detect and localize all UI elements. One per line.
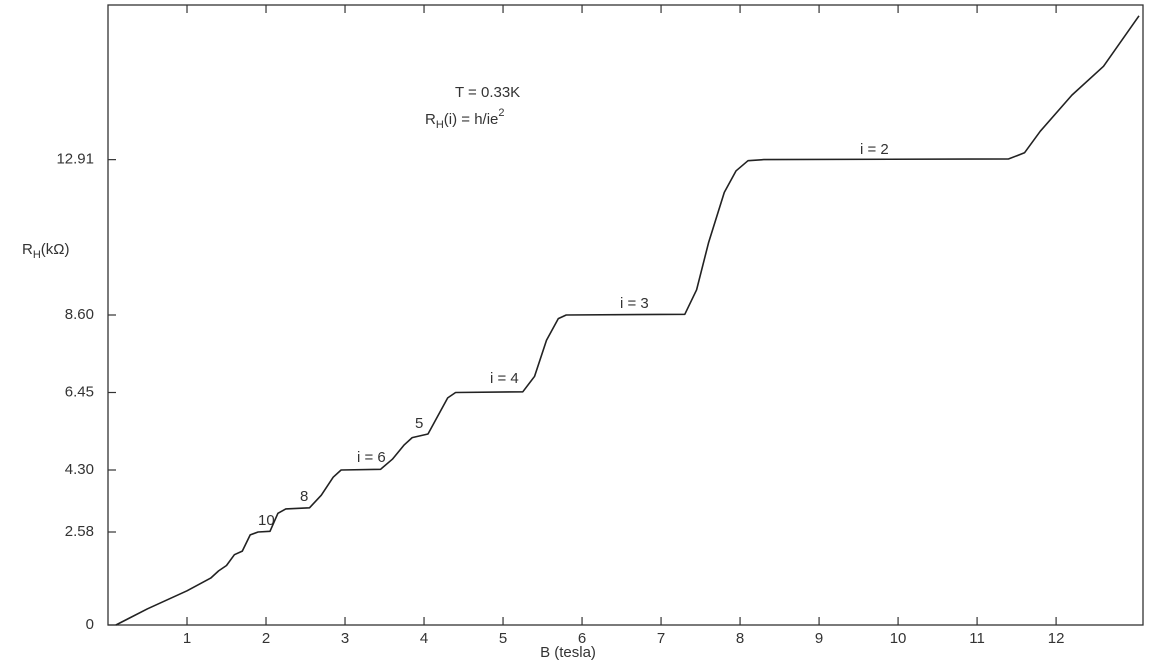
x-axis-label: B (tesla) [540, 644, 596, 661]
x-tick-label: 4 [420, 630, 428, 647]
y-axis-label: RH(kΩ) [22, 241, 70, 261]
x-tick-label: 6 [578, 630, 586, 647]
x-tick-label: 3 [341, 630, 349, 647]
y-tick-label: 4.30 [65, 461, 94, 478]
x-tick-label: 8 [736, 630, 744, 647]
y-tick-label: 6.45 [65, 383, 94, 400]
x-tick-label: 2 [262, 630, 270, 647]
data-line [115, 15, 1140, 626]
y-tick-label: 0 [86, 616, 94, 633]
annotation: 8 [300, 488, 308, 505]
text-part: R [425, 111, 436, 128]
text-part: 2 [498, 107, 504, 119]
x-tick-label: 1 [183, 630, 191, 647]
annotation: T = 0.33K [455, 84, 520, 101]
x-tick-label: 9 [815, 630, 823, 647]
x-tick-label: 7 [657, 630, 665, 647]
annotation: i = 3 [620, 295, 649, 312]
text-part: H [436, 119, 444, 131]
x-tick-label: 11 [969, 630, 985, 647]
text-part: H [33, 249, 41, 261]
y-tick-label: 12.91 [56, 151, 94, 168]
y-tick-label: 8.60 [65, 306, 94, 323]
annotation: i = 4 [490, 370, 519, 387]
y-tick-label: 2.58 [65, 523, 94, 540]
x-tick-label: 5 [499, 630, 507, 647]
text-part: R [22, 241, 33, 258]
annotation: i = 6 [357, 449, 386, 466]
annotation: i = 2 [860, 141, 889, 158]
annotation: RH(i) = h/ie2 [425, 107, 505, 131]
text-part: (i) = h/ie [444, 111, 499, 128]
text-part: (kΩ) [41, 241, 70, 258]
x-tick-label: 12 [1048, 630, 1065, 647]
x-tick-label: 10 [890, 630, 907, 647]
annotation: 5 [415, 415, 423, 432]
annotation: 10 [258, 512, 275, 529]
